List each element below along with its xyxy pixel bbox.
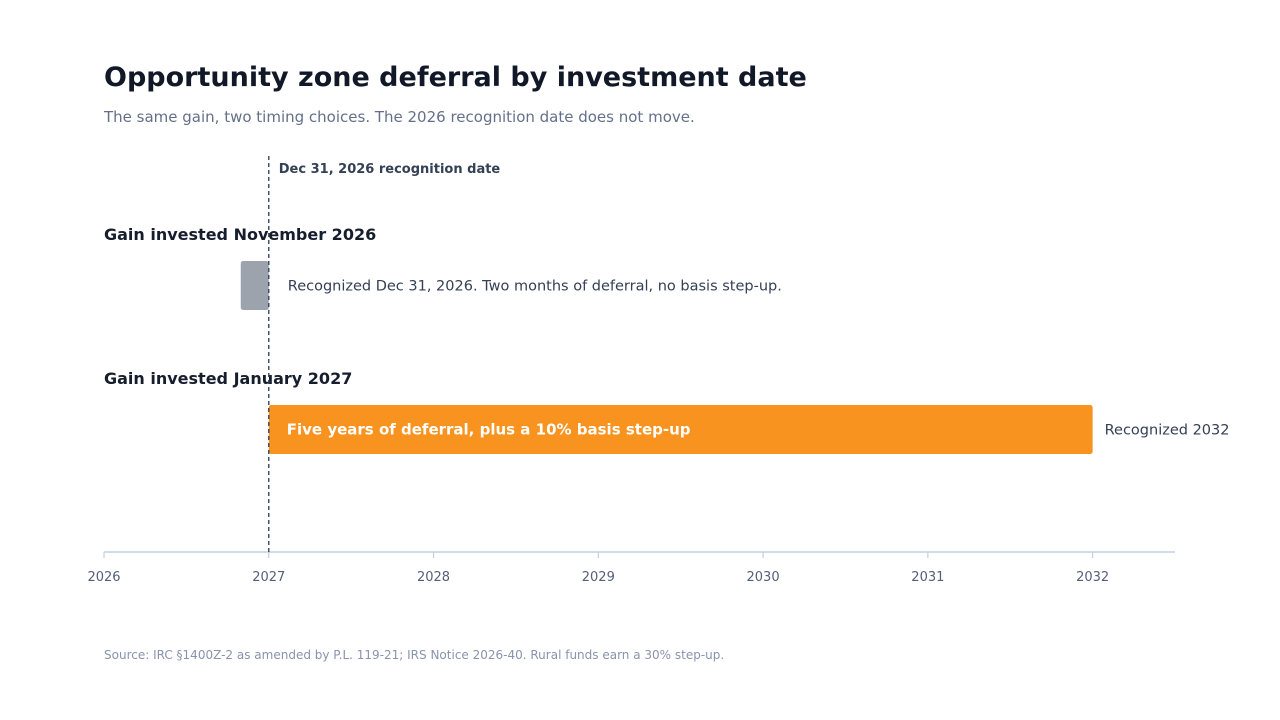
x-tick-label: 2029 <box>582 570 615 585</box>
chart-title: Opportunity zone deferral by investment … <box>104 62 807 93</box>
x-tick-label: 2030 <box>747 570 780 585</box>
chart-subtitle: The same gain, two timing choices. The 2… <box>104 108 695 126</box>
x-tick-label: 2028 <box>417 570 450 585</box>
bar-group-label: Gain invested January 2027 <box>104 369 352 388</box>
reference-line-label: Dec 31, 2026 recognition date <box>279 162 501 177</box>
deferral-bar <box>268 405 1093 454</box>
bar-annotation: Recognized Dec 31, 2026. Two months of d… <box>288 279 782 295</box>
x-tick-label: 2026 <box>87 570 120 585</box>
x-tick-label: 2031 <box>911 570 944 585</box>
source-note: Source: IRC §1400Z-2 as amended by P.L. … <box>104 648 725 662</box>
bar-group-label: Gain invested November 2026 <box>104 225 376 244</box>
x-tick-label: 2027 <box>252 570 285 585</box>
bar-inner-label: Five years of deferral, plus a 10% basis… <box>287 421 691 439</box>
bar-annotation: Recognized 2032 <box>1105 423 1230 439</box>
x-tick-label: 2032 <box>1076 570 1109 585</box>
deferral-bar <box>240 261 269 310</box>
